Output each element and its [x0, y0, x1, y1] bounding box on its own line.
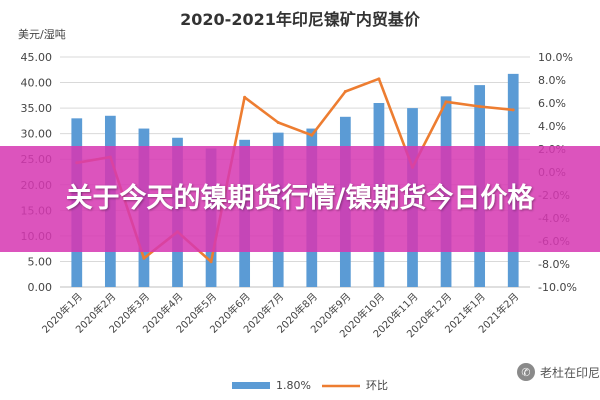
line-point [243, 95, 247, 99]
line-point [511, 108, 515, 112]
y-left-tick-label: 35.00 [21, 102, 53, 115]
line-point [444, 100, 448, 104]
title-banner: 关于今天的镍期货行情/镍期货今日价格 [0, 146, 600, 252]
chart-title: 2020-2021年印尼镍矿内贸基价 [180, 10, 421, 29]
y-left-tick-label: 30.00 [21, 128, 53, 141]
line-point [276, 121, 280, 125]
y-left-tick-label: 40.00 [21, 77, 53, 90]
line-point [478, 104, 482, 108]
line-point [209, 260, 213, 264]
y-right-tick-label: 6.0% [538, 97, 566, 110]
banner-text: 关于今天的镍期货行情/镍期货今日价格 [65, 183, 535, 214]
legend-label-line: 环比 [366, 379, 388, 392]
line-point [310, 133, 314, 137]
watermark: ✆ 老杜在印尼 [516, 361, 600, 383]
y-right-tick-label: -8.0% [538, 258, 570, 271]
y-axis-unit-label: 美元/湿吨 [18, 28, 66, 41]
line-series [76, 77, 514, 264]
y-right-tick-label: 4.0% [538, 120, 566, 133]
legend-label-bar: 1.80% [276, 379, 311, 392]
wechat-icon: ✆ [516, 363, 535, 381]
y-right-tick-label: 8.0% [538, 74, 566, 87]
y-right-tick-label: -10.0% [538, 281, 577, 294]
line-point [142, 256, 146, 260]
y-left-tick-label: 45.00 [21, 51, 53, 64]
line-point [377, 77, 381, 81]
watermark-text: 老杜在印尼 [539, 365, 600, 380]
line-point [343, 90, 347, 93]
y-right-tick-label: 10.0% [538, 51, 573, 64]
y-left-tick-label: 0.00 [28, 281, 53, 294]
legend-swatch-bar [232, 382, 270, 389]
y-left-tick-label: 5.00 [28, 255, 53, 268]
